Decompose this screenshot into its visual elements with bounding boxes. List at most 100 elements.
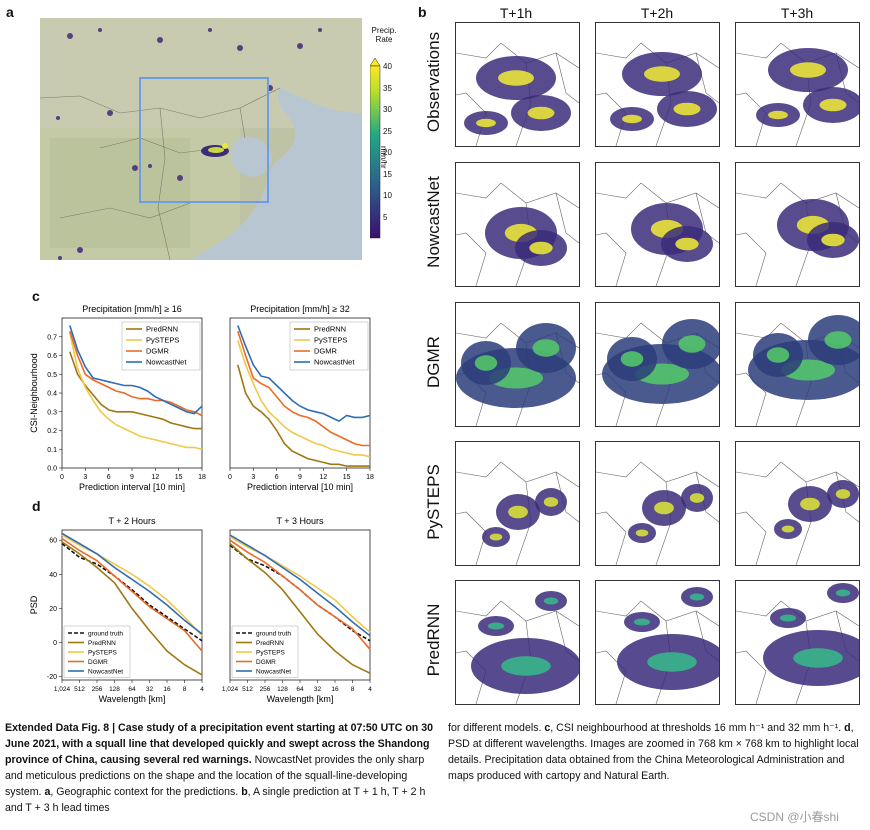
legend-label: PredRNN	[314, 325, 346, 334]
province-border	[596, 600, 719, 627]
x-tick-label: 128	[109, 686, 120, 693]
series-line-ground-truth	[61, 542, 203, 642]
colorbar-tick-label: 40	[383, 62, 392, 71]
province-border	[456, 232, 487, 286]
province-border	[596, 461, 719, 488]
prediction-map-tile	[735, 441, 860, 566]
colorbar-title-line2: Rate	[375, 35, 393, 44]
prediction-map-tile	[595, 22, 720, 147]
watermark: CSDN @小春shi	[750, 810, 839, 824]
legend-label: PySTEPS	[314, 336, 347, 345]
chart-title: T + 3 Hours	[276, 516, 324, 526]
y-tick-label: -20	[47, 674, 57, 681]
x-tick-label: 15	[343, 474, 351, 481]
precipitation-core	[654, 501, 674, 515]
caption-left-line2: and the location of the squall-line-deve…	[5, 770, 408, 798]
province-border	[456, 182, 579, 209]
x-tick-label: 0	[60, 474, 64, 481]
province-border	[736, 511, 767, 565]
x-tick-label: 3	[251, 474, 255, 481]
caption-right-line5: Earth.	[641, 770, 670, 782]
prediction-map-tile	[455, 580, 580, 705]
x-tick-label: 16	[331, 686, 339, 693]
column-header-t1: T+1h	[499, 5, 533, 21]
prediction-map-tile	[735, 302, 860, 427]
caption-d-label: d	[844, 722, 851, 734]
legend-label: NowcastNet	[88, 669, 123, 676]
x-tick-label: 6	[275, 474, 279, 481]
x-tick-label: 16	[163, 686, 171, 693]
chart-title: Precipitation [mm/h] ≥ 16	[82, 304, 181, 314]
province-border	[736, 650, 767, 704]
precipitation-core	[487, 622, 505, 630]
precipitation-core	[532, 339, 560, 357]
row-label-nowcastnet: NowcastNet	[424, 176, 443, 268]
legend-label: DGMR	[314, 347, 337, 356]
y-tick-label: 0.2	[47, 428, 57, 435]
series-line-nowcastnet	[237, 325, 371, 423]
x-axis-label: Wavelength [km]	[267, 694, 334, 704]
x-tick-label: 4	[200, 686, 204, 693]
precipitation-core	[689, 593, 705, 601]
precipitation-core	[508, 505, 528, 519]
prediction-map-tile	[595, 441, 720, 566]
series-line-dgmr	[229, 539, 371, 650]
province-border	[555, 52, 579, 104]
precipitation-core	[678, 335, 706, 353]
caption-right-line2a: 32 mm h⁻¹.	[787, 722, 842, 734]
precipitation-core	[644, 66, 680, 82]
caption-left: Extended Data Fig. 8 | Case study of a p…	[5, 720, 435, 816]
precipitation-core	[781, 525, 795, 533]
legend-label: DGMR	[88, 659, 108, 666]
prediction-map-tile	[735, 162, 860, 287]
x-tick-label: 32	[146, 686, 154, 693]
x-tick-label: 12	[319, 474, 327, 481]
series-line-nowcastnet	[61, 532, 203, 635]
chart-title: Precipitation [mm/h] ≥ 32	[250, 304, 349, 314]
precipitation-core	[622, 114, 642, 124]
prediction-map-tile	[735, 22, 860, 147]
x-tick-label: 6	[107, 474, 111, 481]
legend-label: PredRNN	[88, 640, 116, 647]
precipitation-core	[635, 529, 649, 537]
caption-right-line3: 768 km to highlight local details. Preci…	[448, 738, 859, 766]
caption-right-line1: for different models.	[448, 722, 542, 734]
precipitation-core	[501, 656, 551, 676]
x-tick-label: 128	[277, 686, 288, 693]
y-tick-label: 0.3	[47, 409, 57, 416]
y-tick-label: 0	[53, 640, 57, 647]
legend-label: PredRNN	[256, 640, 284, 647]
x-tick-label: 3	[83, 474, 87, 481]
x-tick-label: 12	[151, 474, 159, 481]
y-axis-label: CSI-Neighbourhood	[29, 353, 39, 433]
row-label-observations: Observations	[424, 31, 443, 133]
series-line-pysteps	[69, 332, 203, 451]
province-border	[555, 192, 579, 244]
legend-label: NowcastNet	[256, 669, 291, 676]
colorbar-tick-label: 20	[383, 148, 392, 157]
caption-left-line4: for the predictions.	[151, 786, 239, 798]
x-tick-label: 1,024	[54, 686, 71, 693]
precipitation-core	[673, 102, 701, 116]
precipitation-core	[793, 648, 843, 668]
x-tick-label: 18	[366, 474, 374, 481]
x-tick-label: 9	[298, 474, 302, 481]
colorbar-tick-label: 5	[383, 212, 388, 222]
prediction-map-tile	[455, 302, 580, 427]
caption-right-line2b: , PSD at different wavelengths. Images a…	[448, 722, 854, 750]
panel-b-letter: b	[418, 4, 427, 20]
province-border	[596, 232, 627, 286]
y-tick-label: 20	[49, 606, 57, 613]
x-tick-label: 64	[128, 686, 136, 693]
precipitation-core	[835, 589, 851, 597]
province-border	[456, 511, 487, 565]
caption-c-label: c	[544, 722, 551, 734]
legend-label: NowcastNet	[146, 358, 187, 367]
colorbar-title-line1: Precip.	[371, 26, 397, 35]
series-line-predrnn	[69, 351, 202, 430]
x-tick-label: 15	[175, 474, 183, 481]
series-line-dgmr	[61, 537, 203, 652]
column-header-t3: T+3h	[780, 5, 814, 21]
y-tick-label: 0.1	[47, 447, 57, 454]
